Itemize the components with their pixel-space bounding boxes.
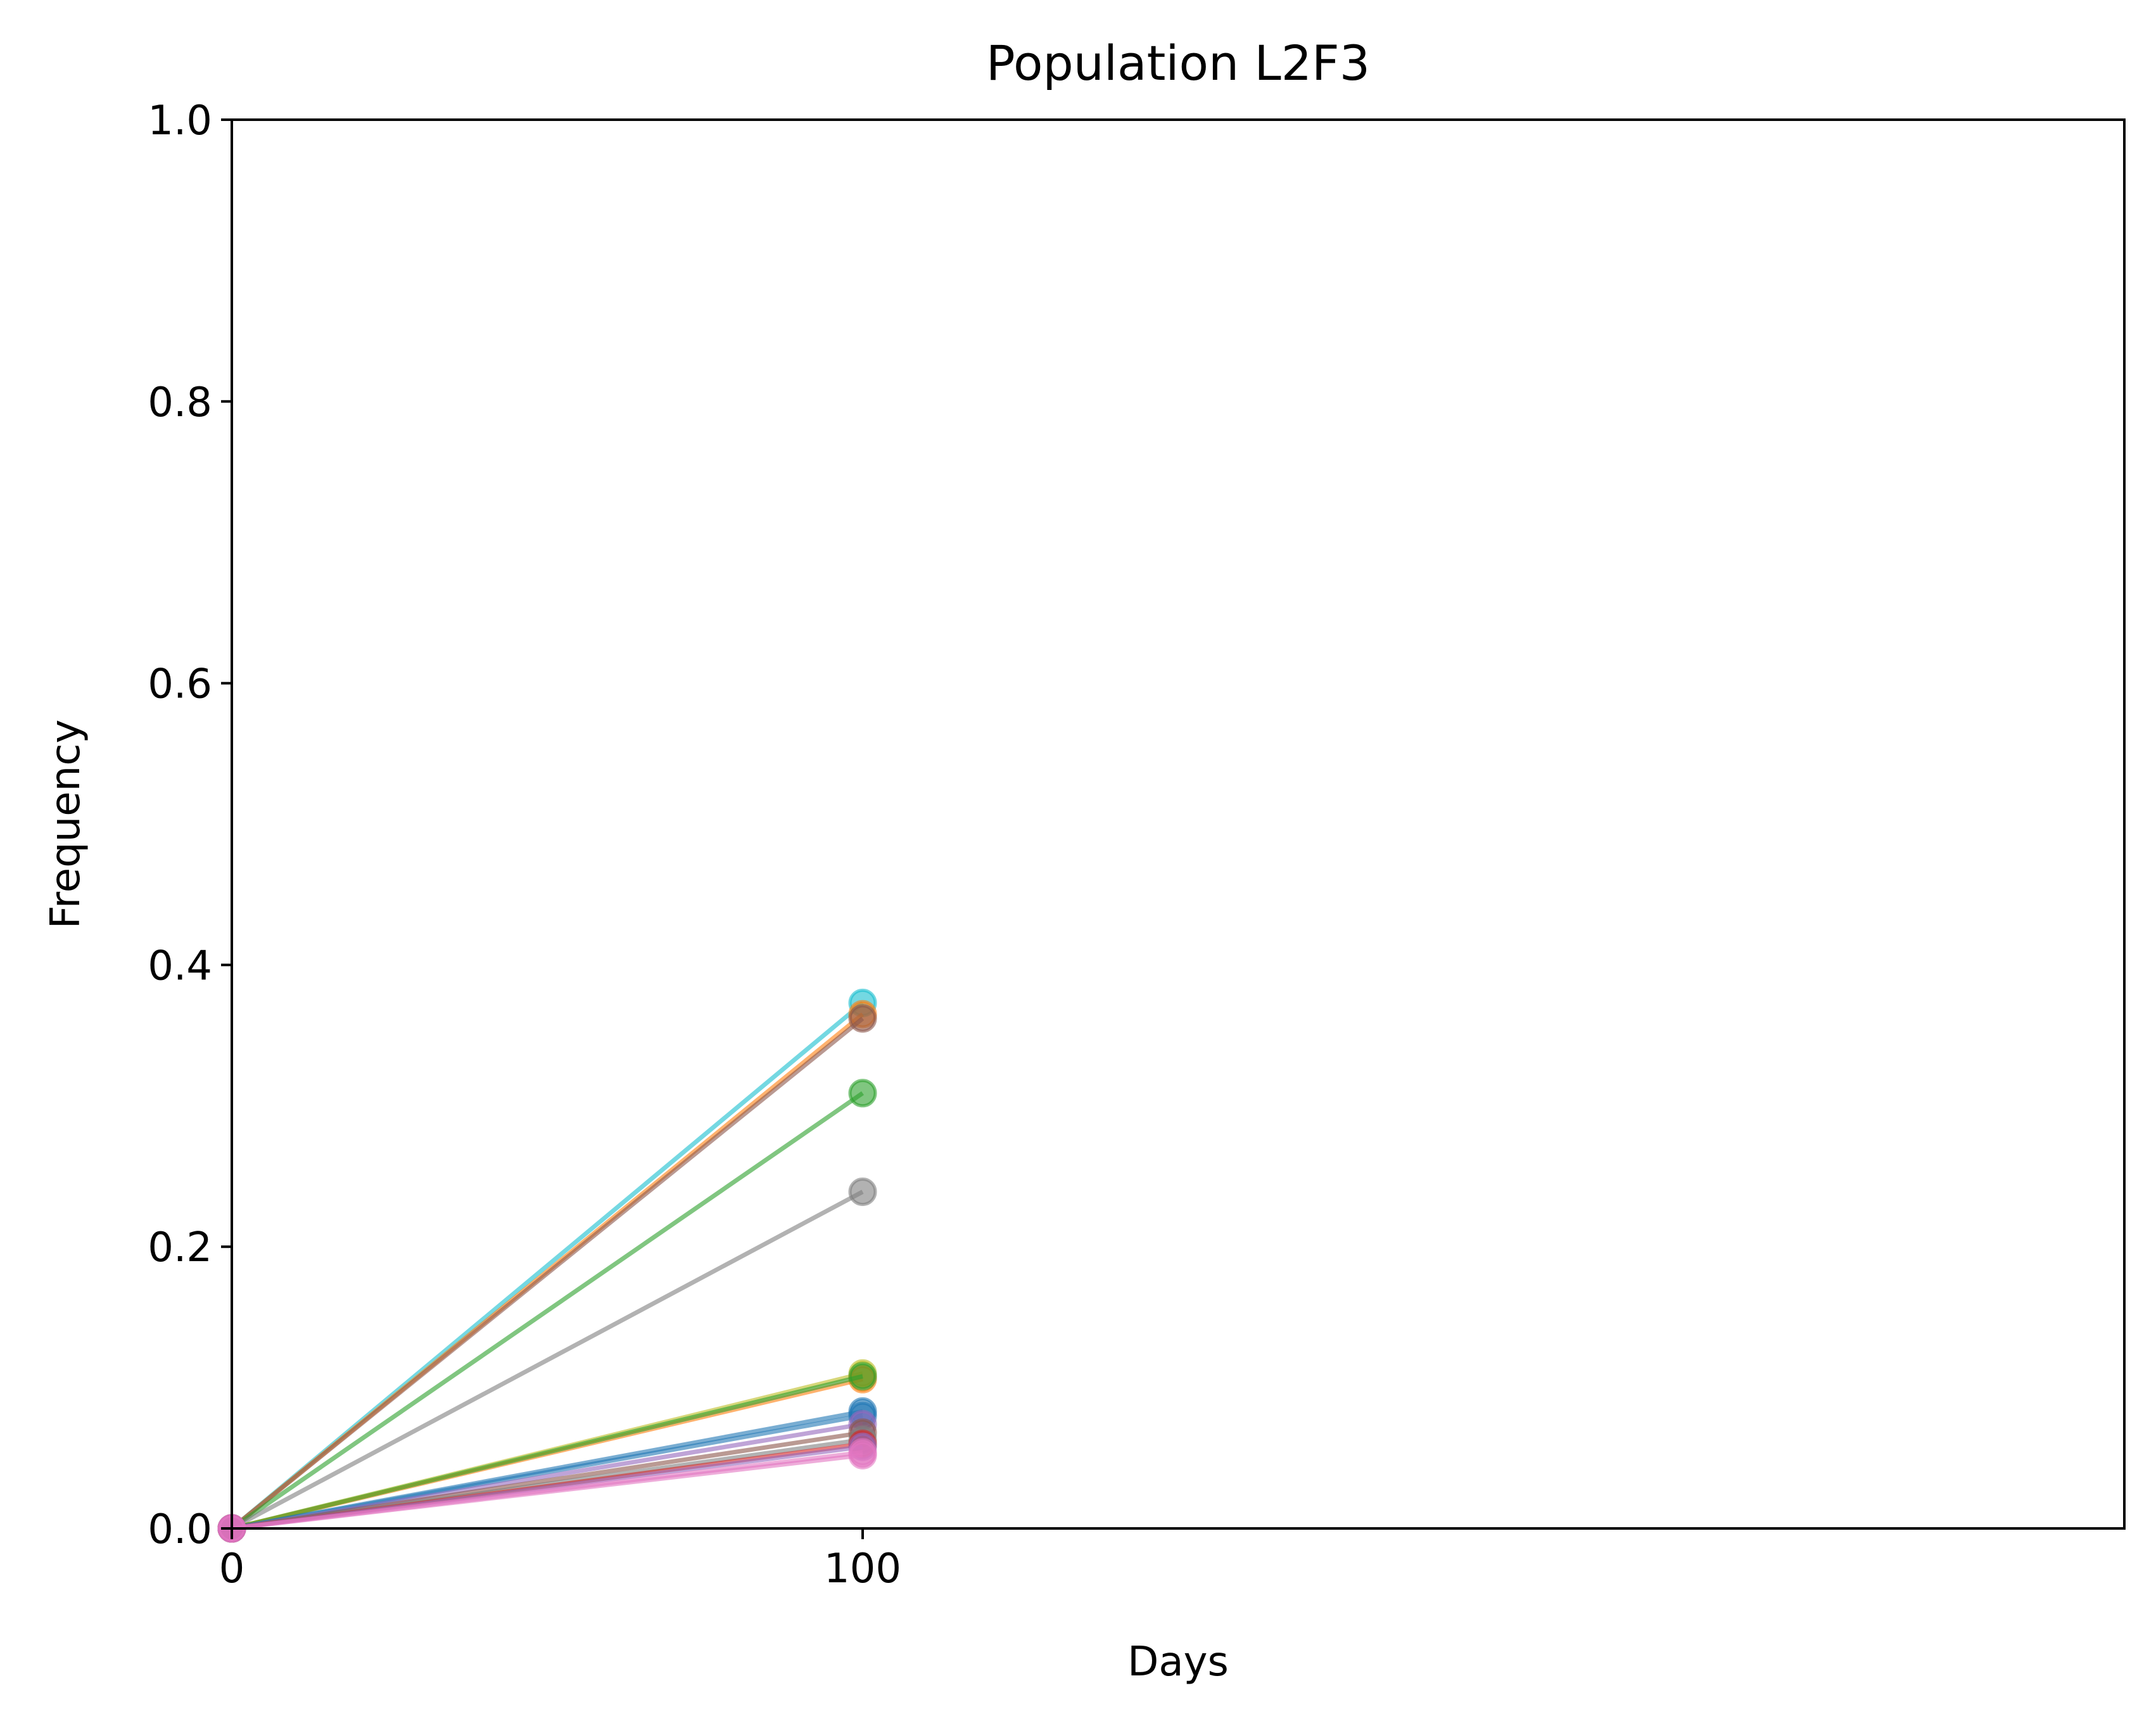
series-line [230, 1017, 865, 1530]
x-tick-label: 0 [219, 1546, 245, 1592]
data-point [848, 1440, 877, 1470]
y-axis-label: Frequency [42, 720, 89, 929]
series-line [231, 1374, 863, 1531]
y-tick-label: 1.0 [148, 98, 212, 144]
x-tick-label: 100 [824, 1546, 901, 1592]
y-axis-ticks: 0.0 0.2 0.4 0.6 0.8 1.0 [148, 98, 232, 1553]
y-tick-label: 0.8 [148, 379, 212, 426]
x-axis-label: Days [1127, 1639, 1229, 1686]
data-point [848, 1079, 877, 1108]
plot-frame [231, 118, 2126, 1530]
series-line [231, 1190, 864, 1531]
x-axis-ticks: 0 100 [219, 1528, 901, 1592]
y-tick-label: 0.6 [148, 661, 212, 708]
data-point [848, 1004, 877, 1033]
y-tick-label: 0.0 [148, 1506, 212, 1553]
data-point [848, 1362, 877, 1391]
chart-title: Population L2F3 [986, 35, 1370, 91]
series-line [231, 1091, 864, 1530]
series-line [231, 1452, 863, 1531]
data-point [848, 1178, 877, 1206]
y-tick-label: 0.2 [148, 1224, 212, 1271]
series-layer [217, 988, 877, 1543]
y-tick-label: 0.4 [148, 943, 212, 989]
